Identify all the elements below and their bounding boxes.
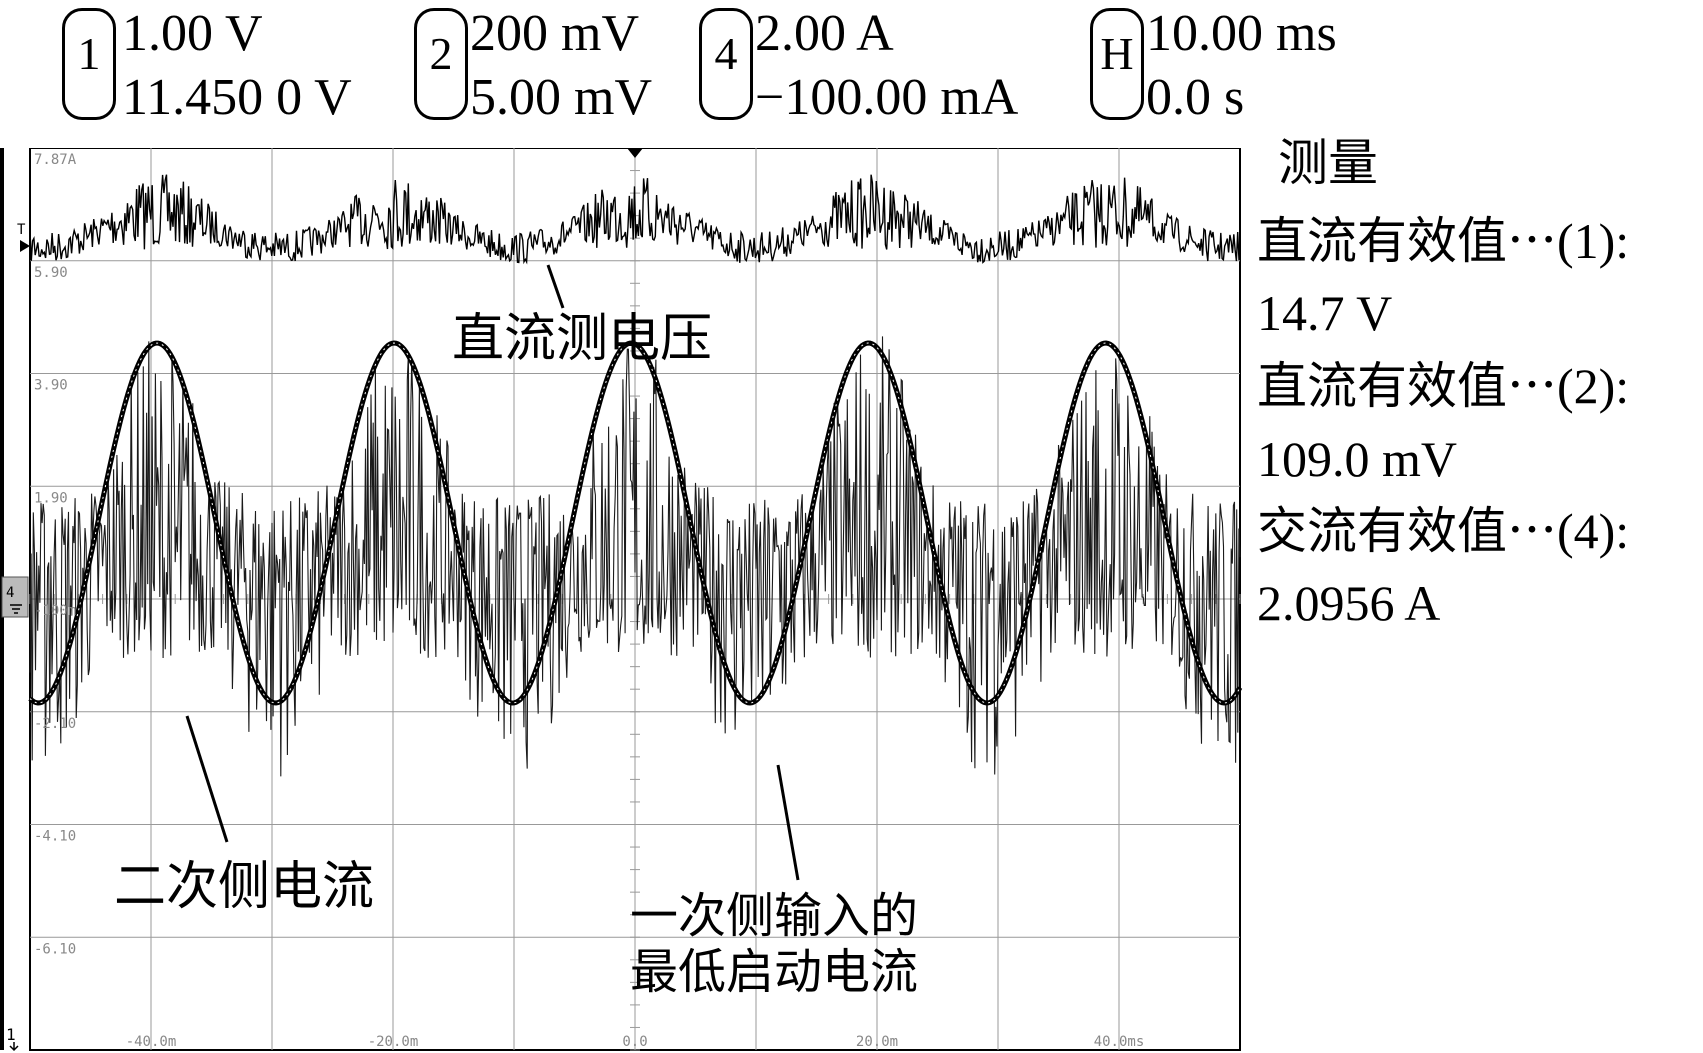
channel-2-indicator: 2 (414, 8, 468, 120)
y-tick-label: 1.90 (34, 490, 68, 506)
channel-4-marker-label: 4 (6, 585, 14, 601)
measurement-1-label: 直流有效值⋯(1): (1257, 213, 1630, 269)
channel-1-offset: 11.450 0 V (122, 69, 352, 126)
channel-1-arrow-icon (9, 1042, 19, 1052)
channel-markers: T 4 1 (1, 148, 643, 1052)
measurement-3-label: 交流有效值⋯(4): (1257, 503, 1630, 559)
measurement-2-value: 109.0 mV (1257, 431, 1457, 487)
y-tick-label: -100m (34, 603, 76, 619)
x-tick-label: 20.0m (856, 1034, 898, 1050)
horizontal-indicator: H (1090, 8, 1144, 120)
channel-1-indicator: 1 (62, 8, 116, 120)
channel-1-scale: 1.00 V (122, 5, 263, 62)
channel-4-scale: 2.00 A (755, 5, 894, 62)
pointer-dc-voltage (546, 264, 565, 309)
axis-ticks: 7.87A 5.90 3.90 1.90 -100m -2.10 -4.10 -6.10 -40… (34, 152, 1144, 1050)
channel-2-id: 2 (429, 28, 453, 79)
x-tick-label: -40.0m (126, 1034, 177, 1050)
y-tick-label: -2.10 (34, 716, 76, 732)
channel-2-offset: 5.00 mV (470, 69, 652, 126)
oscilloscope-screen: 7.87A 5.90 3.90 1.90 -100m -2.10 -4.10 -6.10 -40… (0, 148, 1243, 1052)
annotation-primary-current-line2: 最低启动电流 (630, 944, 919, 1000)
trace-dc-voltage (29, 174, 1240, 265)
channel-1-marker-label: 1 (6, 1025, 16, 1044)
annotation-primary-current-line1: 一次侧输入的 (630, 888, 919, 944)
trigger-level-arrow (20, 240, 30, 252)
waveform-traces (28, 174, 1243, 881)
x-tick-label: -20.0m (368, 1034, 419, 1050)
annotation-secondary-current: 二次侧电流 (114, 857, 375, 917)
channel-1-id: 1 (77, 28, 101, 79)
pointer-secondary-current (185, 715, 229, 843)
channel-4-indicator: 4 (699, 8, 753, 120)
channel-4-id: 4 (714, 28, 738, 79)
horizontal-offset: 0.0 s (1146, 69, 1245, 126)
horizontal-id: H (1100, 28, 1134, 79)
x-tick-label: 0.0 (622, 1034, 647, 1050)
trace-primary-current (28, 340, 1243, 706)
measurement-2-label: 直流有效值⋯(2): (1257, 358, 1630, 414)
channel-4-offset: −100.00 mA (755, 69, 1019, 126)
y-tick-label: 5.90 (34, 265, 68, 281)
trigger-level-marker: T (17, 222, 26, 238)
ground-icon (10, 604, 22, 614)
measurement-title: 测量 (1278, 135, 1378, 191)
x-tick-label: 40.0ms (1094, 1034, 1145, 1050)
pointer-primary-current (776, 764, 800, 881)
channel-2-scale: 200 mV (470, 5, 639, 62)
y-tick-label: 7.87A (34, 152, 77, 168)
measurement-3-value: 2.0956 A (1257, 575, 1441, 631)
trigger-position-arrow (627, 148, 643, 158)
horizontal-scale: 10.00 ms (1146, 5, 1337, 62)
y-tick-label: 3.90 (34, 378, 68, 394)
measurement-1-value: 14.7 V (1257, 285, 1393, 341)
y-tick-label: -6.10 (34, 941, 76, 957)
annotation-dc-voltage: 直流测电压 (452, 309, 713, 369)
channel-4-ground-marker (1, 576, 29, 618)
y-tick-label: -4.10 (34, 829, 76, 845)
